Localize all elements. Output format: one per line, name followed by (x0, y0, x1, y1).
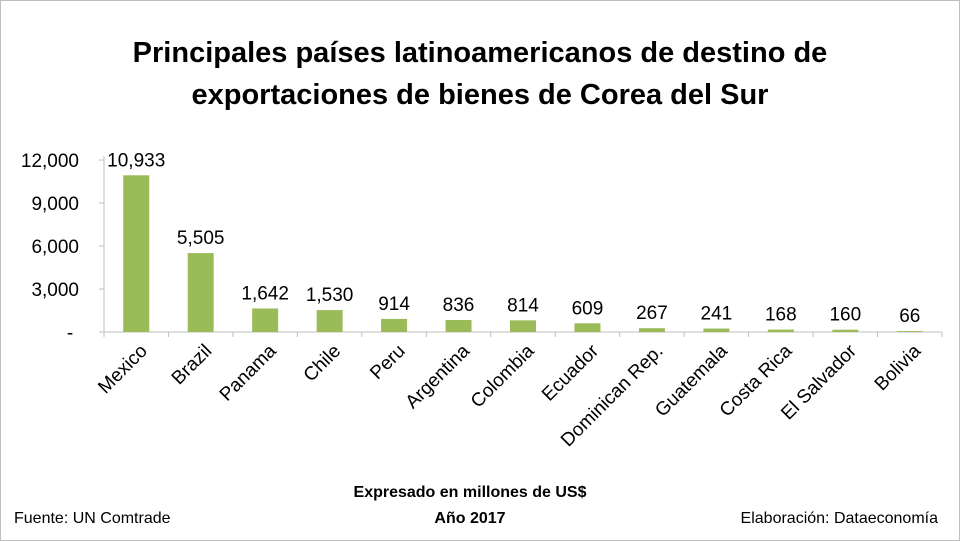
credit-note: Elaboración: Dataeconomía (740, 510, 938, 527)
bar-value-label: 609 (572, 298, 604, 319)
y-tick-label: 12,000 (21, 151, 79, 172)
x-category-label: Ecuador (538, 340, 603, 405)
bar (832, 329, 859, 332)
x-category-label: Colombia (467, 340, 539, 412)
bar-value-label: 5,505 (177, 228, 225, 249)
bar-value-label: 10,933 (107, 150, 165, 171)
bar-value-label: 814 (507, 295, 539, 316)
bar (123, 175, 150, 332)
x-category-label: Brazil (168, 341, 216, 389)
x-category-label: Chile (300, 341, 345, 386)
bar-value-label: 836 (443, 295, 475, 316)
bar-value-label: 168 (765, 305, 797, 326)
bar-value-label: 241 (701, 304, 733, 325)
bar-value-label: 160 (829, 305, 861, 326)
bar-value-label: 267 (636, 303, 668, 324)
bar (252, 308, 279, 332)
x-category-label: Peru (366, 341, 409, 384)
bar (638, 328, 665, 332)
bar (767, 329, 794, 332)
bar-value-label: 1,530 (306, 285, 354, 306)
x-category-label: Argentina (402, 340, 475, 413)
bar (445, 320, 472, 332)
chart-title-line1: Principales países latinoamericanos de d… (132, 37, 828, 69)
y-tick-label: 3,000 (31, 280, 79, 301)
chart-title-line2: exportaciones de bienes de Corea del Sur (191, 79, 769, 111)
bar (510, 320, 536, 332)
x-category-label: Mexico (94, 341, 151, 398)
y-tick-label: - (67, 323, 73, 344)
bar-value-label: 914 (378, 294, 410, 315)
bar (316, 310, 343, 332)
x-category-label: Panama (216, 340, 281, 405)
bar (187, 253, 214, 332)
x-axis-label: Expresado en millones de US$ (353, 484, 587, 501)
chart-title: Principales países latinoamericanos de d… (0, 32, 960, 116)
bar (896, 331, 923, 332)
bar (574, 323, 601, 332)
bar (703, 328, 730, 332)
y-tick-label: 6,000 (31, 237, 79, 258)
bar (381, 318, 408, 332)
bar-chart: - 3,000 6,000 9,000 12,000 10,933 Mexico 5,505 B… (21, 150, 943, 451)
bar-value-label: 66 (899, 306, 920, 327)
x-category-label: Bolivia (871, 340, 926, 395)
source-note: Fuente: UN Comtrade (14, 510, 171, 527)
bar-value-label: 1,642 (241, 283, 289, 304)
year-note: Año 2017 (434, 510, 506, 527)
y-tick-label: 9,000 (31, 194, 79, 215)
